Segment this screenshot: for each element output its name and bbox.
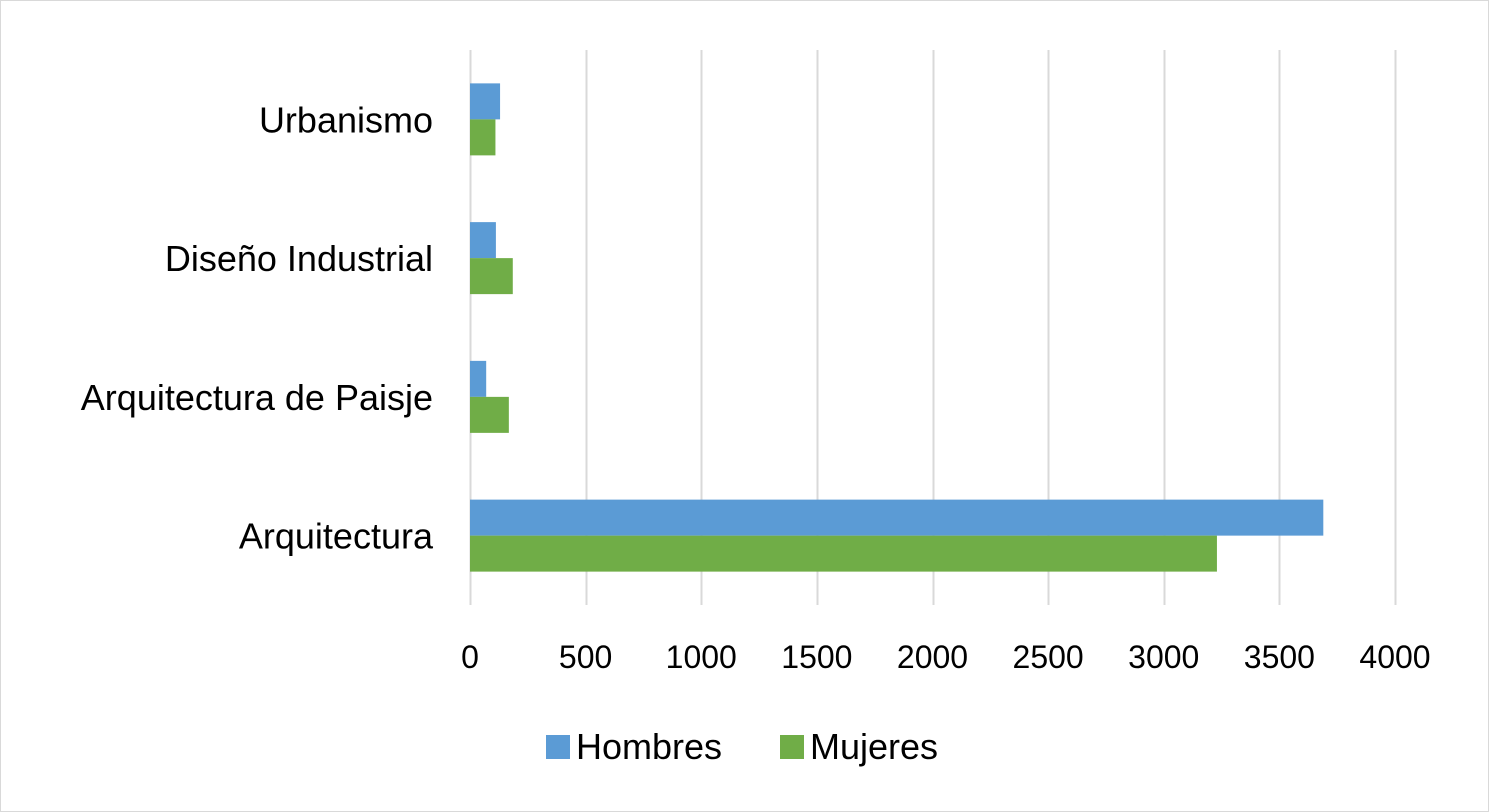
x-tick-label: 1500 xyxy=(781,639,852,675)
bar-hombres-1 xyxy=(470,222,496,259)
bar-mujeres-3 xyxy=(470,535,1217,572)
x-tick-label: 3500 xyxy=(1244,639,1315,675)
legend-label-mujeres: Mujeres xyxy=(810,726,938,767)
bar-mujeres-1 xyxy=(470,258,513,295)
x-tick-label: 500 xyxy=(559,639,612,675)
category-label: Diseño Industrial xyxy=(165,238,433,279)
category-label: Urbanismo xyxy=(259,99,433,140)
x-tick-label: 1000 xyxy=(666,639,737,675)
legend-swatch-hombres xyxy=(546,735,570,759)
x-tick-label: 2000 xyxy=(897,639,968,675)
bar-hombres-0 xyxy=(470,83,501,120)
bar-mujeres-0 xyxy=(470,119,496,156)
x-tick-label: 4000 xyxy=(1359,639,1430,675)
tick-labels: 0 500 1000 1500 2000 2500 3000 3500 4000 xyxy=(461,639,1430,675)
bars xyxy=(470,83,1324,572)
x-tick-label: 3000 xyxy=(1128,639,1199,675)
x-tick-label: 0 xyxy=(461,639,479,675)
category-labels: Urbanismo Diseño Industrial Arquitectura d… xyxy=(81,99,434,556)
legend-label-hombres: Hombres xyxy=(576,726,722,767)
x-tick-label: 2500 xyxy=(1013,639,1084,675)
legend-swatch-mujeres xyxy=(780,735,804,759)
bar-mujeres-2 xyxy=(470,396,509,433)
legend: Hombres Mujeres xyxy=(546,726,938,767)
bar-hombres-3 xyxy=(470,499,1324,536)
category-label: Arquitectura de Paisje xyxy=(81,377,433,418)
bar-hombres-2 xyxy=(470,360,487,397)
category-label: Arquitectura xyxy=(239,516,434,557)
